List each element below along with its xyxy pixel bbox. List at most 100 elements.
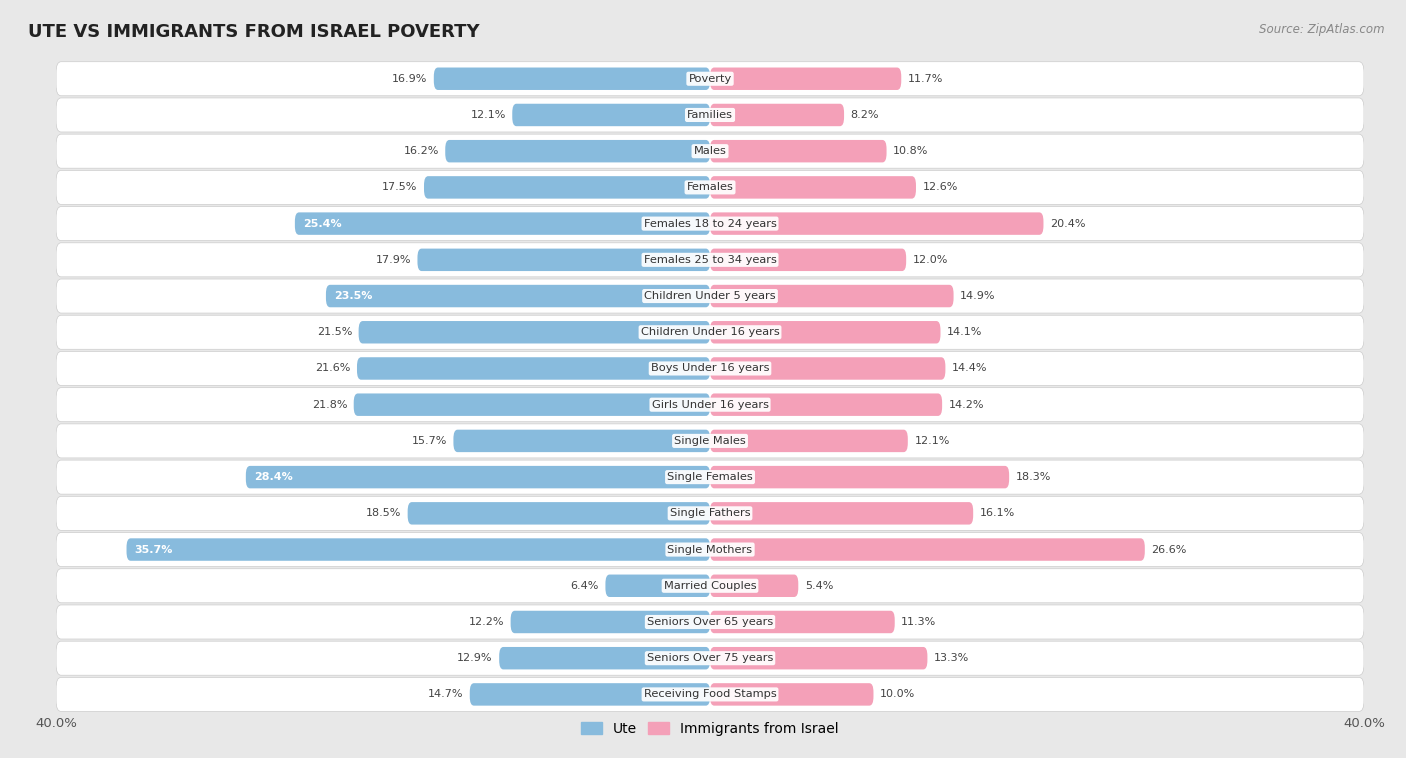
Text: 15.7%: 15.7% [412, 436, 447, 446]
Text: 5.4%: 5.4% [804, 581, 834, 590]
Text: 12.6%: 12.6% [922, 183, 957, 193]
FancyBboxPatch shape [56, 678, 1364, 712]
FancyBboxPatch shape [446, 140, 710, 162]
FancyBboxPatch shape [246, 466, 710, 488]
Text: 13.3%: 13.3% [934, 653, 969, 663]
Text: Females 18 to 24 years: Females 18 to 24 years [644, 218, 776, 229]
FancyBboxPatch shape [56, 533, 1364, 566]
Text: 12.2%: 12.2% [468, 617, 505, 627]
Text: 16.9%: 16.9% [392, 74, 427, 83]
FancyBboxPatch shape [710, 249, 905, 271]
FancyBboxPatch shape [710, 393, 942, 416]
FancyBboxPatch shape [326, 285, 710, 307]
FancyBboxPatch shape [56, 207, 1364, 240]
Text: 20.4%: 20.4% [1050, 218, 1085, 229]
FancyBboxPatch shape [710, 647, 928, 669]
Text: 10.0%: 10.0% [880, 690, 915, 700]
Text: 16.2%: 16.2% [404, 146, 439, 156]
FancyBboxPatch shape [56, 315, 1364, 349]
Text: Receiving Food Stamps: Receiving Food Stamps [644, 690, 776, 700]
FancyBboxPatch shape [710, 285, 953, 307]
Text: Males: Males [693, 146, 727, 156]
FancyBboxPatch shape [56, 496, 1364, 531]
FancyBboxPatch shape [56, 352, 1364, 386]
Text: Females 25 to 34 years: Females 25 to 34 years [644, 255, 776, 265]
FancyBboxPatch shape [56, 98, 1364, 132]
Text: 12.9%: 12.9% [457, 653, 492, 663]
FancyBboxPatch shape [56, 134, 1364, 168]
Text: 35.7%: 35.7% [135, 544, 173, 555]
Legend: Ute, Immigrants from Israel: Ute, Immigrants from Israel [575, 716, 845, 741]
Text: 21.8%: 21.8% [312, 399, 347, 409]
FancyBboxPatch shape [425, 176, 710, 199]
FancyBboxPatch shape [408, 502, 710, 525]
Text: Seniors Over 75 years: Seniors Over 75 years [647, 653, 773, 663]
Text: Married Couples: Married Couples [664, 581, 756, 590]
Text: 21.6%: 21.6% [315, 364, 350, 374]
Text: Source: ZipAtlas.com: Source: ZipAtlas.com [1260, 23, 1385, 36]
FancyBboxPatch shape [357, 357, 710, 380]
Text: Single Mothers: Single Mothers [668, 544, 752, 555]
Text: Families: Families [688, 110, 733, 120]
Text: 14.7%: 14.7% [427, 690, 463, 700]
FancyBboxPatch shape [434, 67, 710, 90]
Text: 17.5%: 17.5% [382, 183, 418, 193]
FancyBboxPatch shape [710, 611, 894, 633]
Text: Seniors Over 65 years: Seniors Over 65 years [647, 617, 773, 627]
FancyBboxPatch shape [710, 683, 873, 706]
Text: 18.3%: 18.3% [1015, 472, 1052, 482]
FancyBboxPatch shape [710, 140, 887, 162]
FancyBboxPatch shape [56, 279, 1364, 313]
Text: Children Under 5 years: Children Under 5 years [644, 291, 776, 301]
Text: 14.9%: 14.9% [960, 291, 995, 301]
Text: 11.7%: 11.7% [908, 74, 943, 83]
FancyBboxPatch shape [710, 67, 901, 90]
Text: 11.3%: 11.3% [901, 617, 936, 627]
Text: 25.4%: 25.4% [304, 218, 342, 229]
Text: Females: Females [686, 183, 734, 193]
FancyBboxPatch shape [710, 176, 915, 199]
FancyBboxPatch shape [127, 538, 710, 561]
FancyBboxPatch shape [56, 61, 1364, 96]
FancyBboxPatch shape [710, 502, 973, 525]
Text: 6.4%: 6.4% [571, 581, 599, 590]
Text: 28.4%: 28.4% [254, 472, 292, 482]
Text: 26.6%: 26.6% [1152, 544, 1187, 555]
FancyBboxPatch shape [359, 321, 710, 343]
Text: Single Fathers: Single Fathers [669, 509, 751, 518]
FancyBboxPatch shape [418, 249, 710, 271]
FancyBboxPatch shape [606, 575, 710, 597]
Text: 12.1%: 12.1% [471, 110, 506, 120]
FancyBboxPatch shape [56, 424, 1364, 458]
FancyBboxPatch shape [710, 430, 908, 452]
FancyBboxPatch shape [710, 357, 945, 380]
FancyBboxPatch shape [499, 647, 710, 669]
FancyBboxPatch shape [56, 460, 1364, 494]
FancyBboxPatch shape [354, 393, 710, 416]
Text: 17.9%: 17.9% [375, 255, 411, 265]
FancyBboxPatch shape [470, 683, 710, 706]
FancyBboxPatch shape [56, 243, 1364, 277]
FancyBboxPatch shape [453, 430, 710, 452]
FancyBboxPatch shape [710, 466, 1010, 488]
Text: Single Males: Single Males [673, 436, 747, 446]
FancyBboxPatch shape [56, 605, 1364, 639]
Text: Children Under 16 years: Children Under 16 years [641, 327, 779, 337]
Text: 14.4%: 14.4% [952, 364, 987, 374]
FancyBboxPatch shape [710, 321, 941, 343]
FancyBboxPatch shape [56, 171, 1364, 205]
FancyBboxPatch shape [512, 104, 710, 126]
FancyBboxPatch shape [710, 212, 1043, 235]
Text: 8.2%: 8.2% [851, 110, 879, 120]
Text: 10.8%: 10.8% [893, 146, 928, 156]
FancyBboxPatch shape [510, 611, 710, 633]
Text: Single Females: Single Females [668, 472, 752, 482]
FancyBboxPatch shape [56, 568, 1364, 603]
Text: UTE VS IMMIGRANTS FROM ISRAEL POVERTY: UTE VS IMMIGRANTS FROM ISRAEL POVERTY [28, 23, 479, 41]
Text: 14.2%: 14.2% [949, 399, 984, 409]
Text: 12.1%: 12.1% [914, 436, 949, 446]
Text: Boys Under 16 years: Boys Under 16 years [651, 364, 769, 374]
FancyBboxPatch shape [56, 387, 1364, 421]
Text: Poverty: Poverty [689, 74, 731, 83]
Text: 16.1%: 16.1% [980, 509, 1015, 518]
